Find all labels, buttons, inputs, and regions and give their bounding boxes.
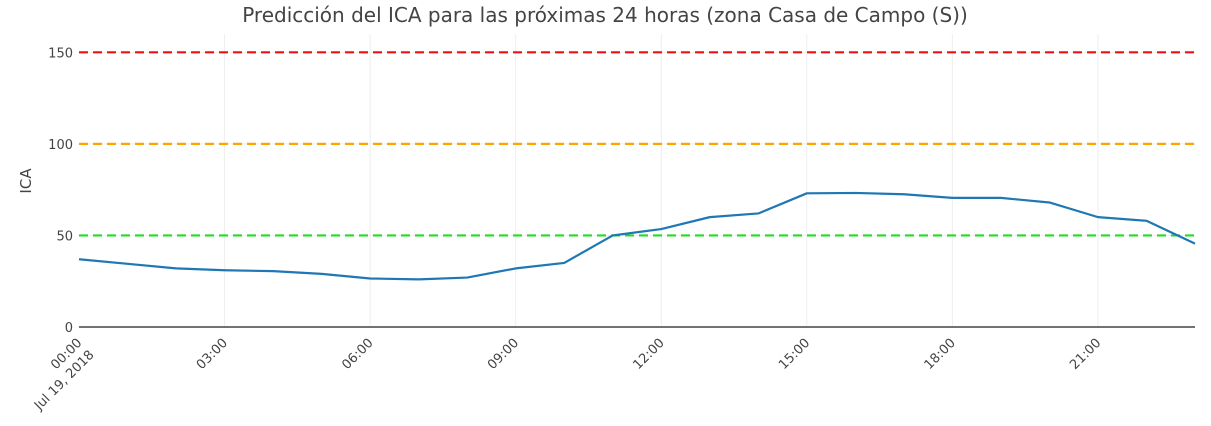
x-tick-label-group: 06:00 xyxy=(339,336,376,373)
x-tick-label: 21:00 xyxy=(1067,336,1104,373)
x-tick-label: 03:00 xyxy=(194,336,231,373)
y-tick-label: 0 xyxy=(65,321,73,336)
series-group xyxy=(78,191,1196,281)
threshold-lines xyxy=(79,51,1195,237)
x-tick-label: 12:00 xyxy=(631,336,668,373)
x-tick-label-group: 12:00 xyxy=(631,336,668,373)
chart-title: Predicción del ICA para las próximas 24 … xyxy=(242,3,968,27)
x-tick-label-group: 09:00 xyxy=(485,336,522,373)
y-axis-title: ICA xyxy=(17,168,35,194)
x-tick-label-group: 18:00 xyxy=(922,336,959,373)
gridlines xyxy=(79,34,1195,327)
y-tick-label: 100 xyxy=(48,138,73,153)
x-tick-label: 09:00 xyxy=(485,336,522,373)
x-tick-label-group: 15:00 xyxy=(776,336,813,373)
x-tick-label-group: 03:00 xyxy=(194,336,231,373)
series-line xyxy=(78,191,1196,281)
y-tick-label: 50 xyxy=(56,229,73,244)
x-tick-label: 06:00 xyxy=(339,336,376,373)
y-tick-label: 150 xyxy=(48,46,73,61)
x-tick-label: 18:00 xyxy=(922,336,959,373)
x-tick-label: 15:00 xyxy=(776,336,813,373)
x-tick-label-group: 21:00 xyxy=(1067,336,1104,373)
y-tick-labels: 0 50 100 150 xyxy=(48,46,73,336)
